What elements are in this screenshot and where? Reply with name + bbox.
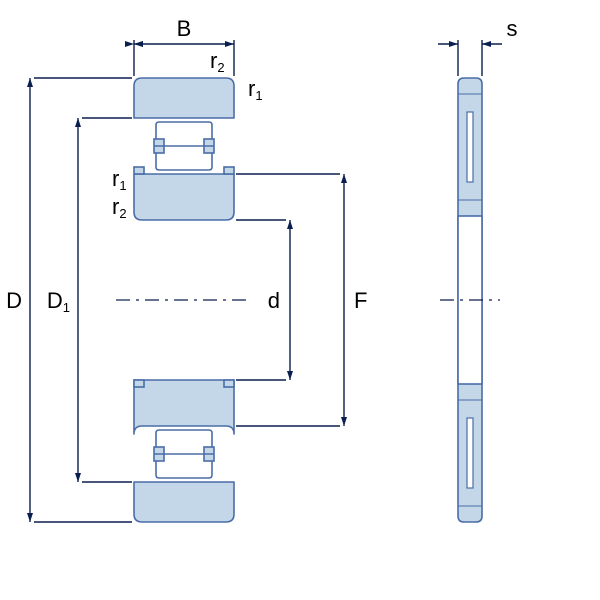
label-r2-bl: r2: [112, 194, 127, 221]
left-cross-section: [116, 78, 252, 522]
label-r1-top: r1: [248, 76, 263, 103]
label-s: s: [507, 16, 518, 41]
label-D: D: [6, 288, 22, 313]
right-side-view: [440, 78, 500, 522]
label-r1-bl: r1: [112, 166, 127, 193]
bearing-diagram: BsDD1dFr2r1r1r2: [0, 0, 600, 600]
label-F: F: [354, 288, 367, 313]
dimension-lines: BsDD1dFr2r1r1r2: [6, 16, 517, 522]
label-d: d: [268, 288, 280, 313]
label-r2-top: r2: [210, 48, 225, 75]
label-B: B: [177, 16, 192, 41]
label-D1: D1: [47, 288, 70, 315]
